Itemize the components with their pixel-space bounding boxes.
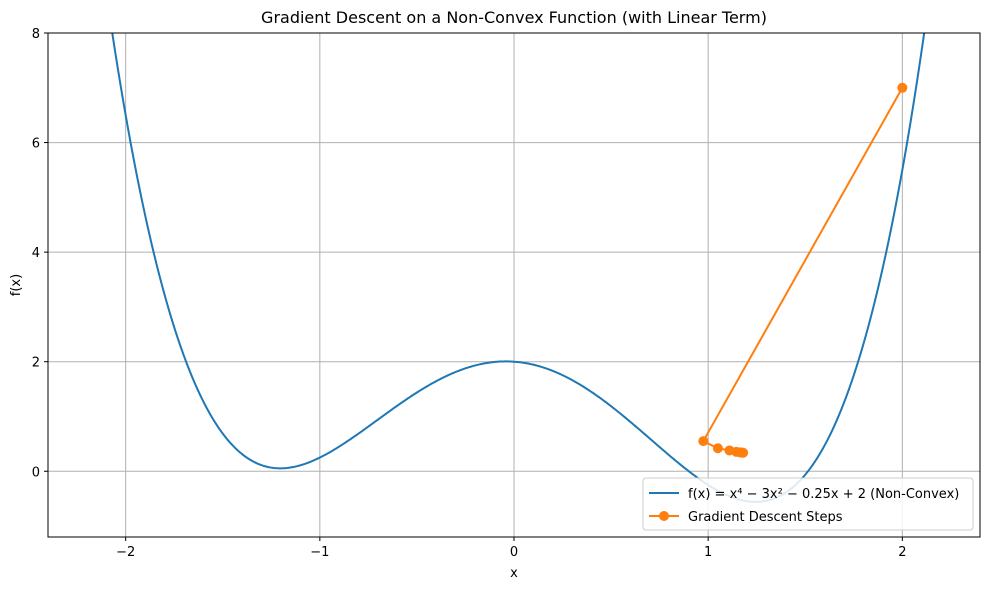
x-tick-label: −1 <box>310 545 329 560</box>
x-axis-label: x <box>510 566 518 581</box>
legend-marker-steps <box>659 511 669 521</box>
y-tick-label: 2 <box>32 356 40 371</box>
y-tick-label: 6 <box>32 137 40 152</box>
y-tick-label: 0 <box>32 465 40 480</box>
x-tick-label: 2 <box>898 545 906 560</box>
chart-title: Gradient Descent on a Non-Convex Functio… <box>261 8 767 27</box>
gradient-step-point <box>897 82 908 93</box>
chart-legend: f(x) = x⁴ − 3x² − 0.25x + 2 (Non-Convex)… <box>642 477 974 531</box>
gradient-step-point <box>738 447 749 458</box>
gradient-step-point <box>712 443 723 454</box>
y-tick-label: 4 <box>32 246 40 261</box>
legend-label-function: f(x) = x⁴ − 3x² − 0.25x + 2 (Non-Convex) <box>688 487 959 502</box>
y-tick-label: 8 <box>32 27 40 42</box>
y-axis-label: f(x) <box>9 274 24 296</box>
tick-layer: −2 −1 0 1 2 0 2 4 6 8 <box>32 27 907 560</box>
gradient-step-point <box>698 436 709 447</box>
legend-label-steps: Gradient Descent Steps <box>688 510 843 525</box>
series-layer <box>111 33 926 503</box>
x-tick-label: −2 <box>116 545 135 560</box>
legend-box <box>642 477 974 531</box>
x-tick-label: 1 <box>704 545 712 560</box>
function-curve <box>111 33 926 503</box>
x-tick-label: 0 <box>510 545 518 560</box>
